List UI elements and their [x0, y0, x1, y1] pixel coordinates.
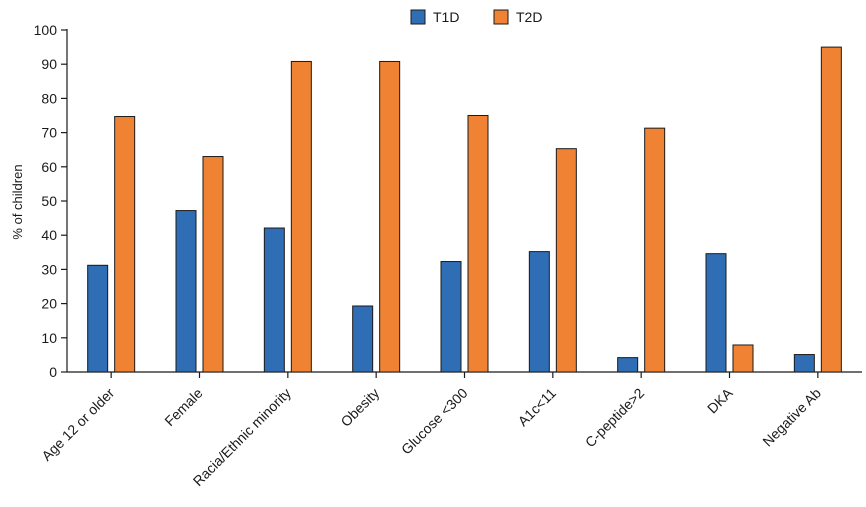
legend-swatch-t1d: [410, 9, 426, 25]
x-tick-label: C-peptide>2: [582, 385, 648, 451]
bar-t2d-1: [202, 156, 224, 373]
x-tick-label: Negative Ab: [759, 385, 824, 450]
x-tick-label: Age 12 or older: [38, 385, 117, 464]
x-tick-label: Racia/Ethnic minority: [190, 385, 294, 489]
x-tick-label: Female: [161, 385, 205, 429]
bar-t2d-2: [290, 60, 312, 373]
bar-t1d-1: [175, 210, 197, 373]
bar-t2d-7: [732, 344, 754, 373]
x-tick-label: Obesity: [337, 385, 382, 430]
y-axis-title: % of children: [10, 164, 25, 239]
bar-t1d-0: [87, 264, 109, 373]
y-tick-label: 50: [41, 193, 57, 209]
y-tick-label: 100: [34, 22, 58, 38]
bar-t1d-7: [705, 253, 727, 373]
y-tick-label: 80: [41, 90, 57, 106]
y-tick-label: 10: [41, 330, 57, 346]
bar-t1d-2: [263, 227, 285, 373]
bar-t1d-3: [352, 305, 374, 373]
y-tick-label: 30: [41, 261, 57, 277]
bar-t2d-3: [379, 60, 401, 373]
bar-t1d-4: [440, 261, 462, 373]
bar-t2d-4: [467, 115, 489, 373]
bar-t2d-5: [555, 148, 577, 373]
y-axis: 0 10 20 30 40 50 60 70 80 90 100: [34, 22, 68, 380]
bar-t2d-0: [114, 116, 136, 373]
legend-label-t1d: T1D: [433, 9, 459, 25]
legend-label-t2d: T2D: [516, 9, 542, 25]
bar-t2d-6: [644, 127, 666, 373]
y-tick-label: 90: [41, 56, 57, 72]
bar-t1d-8: [793, 354, 815, 373]
bar-t1d-6: [617, 357, 639, 373]
legend-swatch-t2d: [493, 9, 509, 25]
y-tick-label: 20: [41, 296, 57, 312]
y-tick-label: 70: [41, 125, 57, 141]
bar-t2d-8: [820, 46, 842, 373]
y-tick-label: 60: [41, 159, 57, 175]
bars: [87, 46, 842, 373]
y-tick-label: 0: [49, 364, 57, 380]
legend: T1D T2D: [410, 9, 542, 25]
x-tick-label: DKA: [704, 384, 736, 416]
x-tick-label: A1c<11: [515, 385, 560, 430]
y-tick-label: 40: [41, 227, 57, 243]
x-tick-label: Glucose <300: [398, 385, 471, 458]
bar-t1d-5: [528, 251, 550, 373]
